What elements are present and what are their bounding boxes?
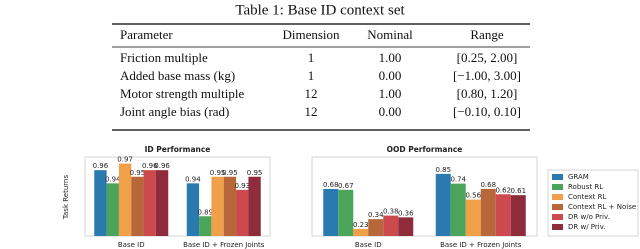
value-label: 0.74 [450,176,466,184]
value-label: 0.23 [353,221,369,229]
value-label: 0.61 [510,187,526,195]
value-label: 0.56 [465,192,481,200]
bar [383,215,399,236]
legend-label: DR w/o Priv. [568,213,610,221]
bar [131,176,144,236]
bar [510,195,526,236]
table-cell: [−0.10, 0.10] [453,104,521,119]
value-label: 0.97 [117,156,133,164]
table-cell: 1 [308,50,315,65]
table-header: Parameter [120,27,173,42]
table-cell: Motor strength multiple [120,86,244,101]
bar [495,194,511,236]
axes-frame [311,156,538,237]
value-label: 0.93 [234,182,250,190]
bar [186,183,200,236]
bar [143,170,156,236]
value-label: 0.34 [368,211,384,219]
table-cell: 0.00 [379,104,402,119]
value-label: 0.95 [247,169,263,177]
axes-frame [84,156,271,237]
bar [353,228,369,236]
value-label: 0.89 [197,208,213,216]
bar [118,163,132,236]
table-header: Nominal [367,27,413,42]
table-caption: Table 1: Base ID context set [235,2,405,18]
bar [338,189,354,236]
value-label: 0.67 [338,182,354,190]
table-cell: 1 [308,68,315,83]
legend-swatch [552,184,563,190]
value-label: 0.95 [130,169,146,177]
legend-label: Robust RL [568,183,603,191]
legend-label: Context RL [568,193,607,201]
legend-swatch [552,214,563,220]
value-label: 0.96 [154,162,170,170]
bar [435,173,451,236]
table-cell: 0.00 [379,68,402,83]
bar [368,219,384,236]
bar [155,170,169,236]
legend-swatch [552,194,563,200]
bar [236,189,249,236]
legend-frame [547,169,639,237]
value-label: 0.62 [495,186,511,194]
value-label: 0.95 [222,169,238,177]
legend-label: DR w/ Priv. [568,223,606,231]
legend-label: GRAM [568,173,589,181]
legend-swatch [552,174,563,180]
bar [106,183,119,236]
bar [199,216,212,236]
bar [465,199,481,236]
table-cell: [0.25, 2.00] [457,50,518,65]
value-label: 0.36 [398,209,414,217]
table-header: Dimension [282,27,340,42]
bar [223,176,237,236]
value-label: 0.68 [323,181,339,189]
x-tick-label: Base ID + Frozen Joints [440,241,522,249]
table-cell: 12 [305,86,318,101]
table-cell: Friction multiple [120,50,208,65]
value-label: 0.94 [185,175,201,183]
table-header: Range [470,27,503,42]
value-label: 0.68 [480,181,496,189]
bar [94,170,107,236]
value-label: 0.94 [105,175,121,183]
y-axis-label: Task Returns [62,175,70,221]
bar [248,176,261,236]
x-tick-label: Base ID [118,241,145,249]
bar [480,188,496,236]
subplot-title: ID Performance [145,145,211,154]
x-tick-label: Base ID + Frozen Joints [183,241,265,249]
value-label: 0.85 [435,166,451,174]
value-label: 0.96 [93,162,109,170]
legend-swatch [552,204,563,210]
bar [211,176,224,236]
legend-label: Context RL + Noise [568,203,636,211]
bar [450,183,466,236]
bar [398,217,414,236]
table-cell: 1.00 [379,50,402,65]
value-label: 0.38 [383,208,399,216]
value-label: 0.95 [210,169,226,177]
x-tick-label: Base ID [355,241,382,249]
value-label: 0.96 [142,162,158,170]
table-cell: 12 [305,104,318,119]
legend-swatch [552,224,563,230]
table-cell: Joint angle bias (rad) [120,104,229,119]
bar [323,188,339,236]
subplot-title: OOD Performance [387,145,463,154]
table-cell: [−1.00, 3.00] [453,68,521,83]
table-cell: [0.80, 1.20] [457,86,518,101]
table-cell: Added base mass (kg) [120,68,235,83]
table-cell: 1.00 [379,86,402,101]
